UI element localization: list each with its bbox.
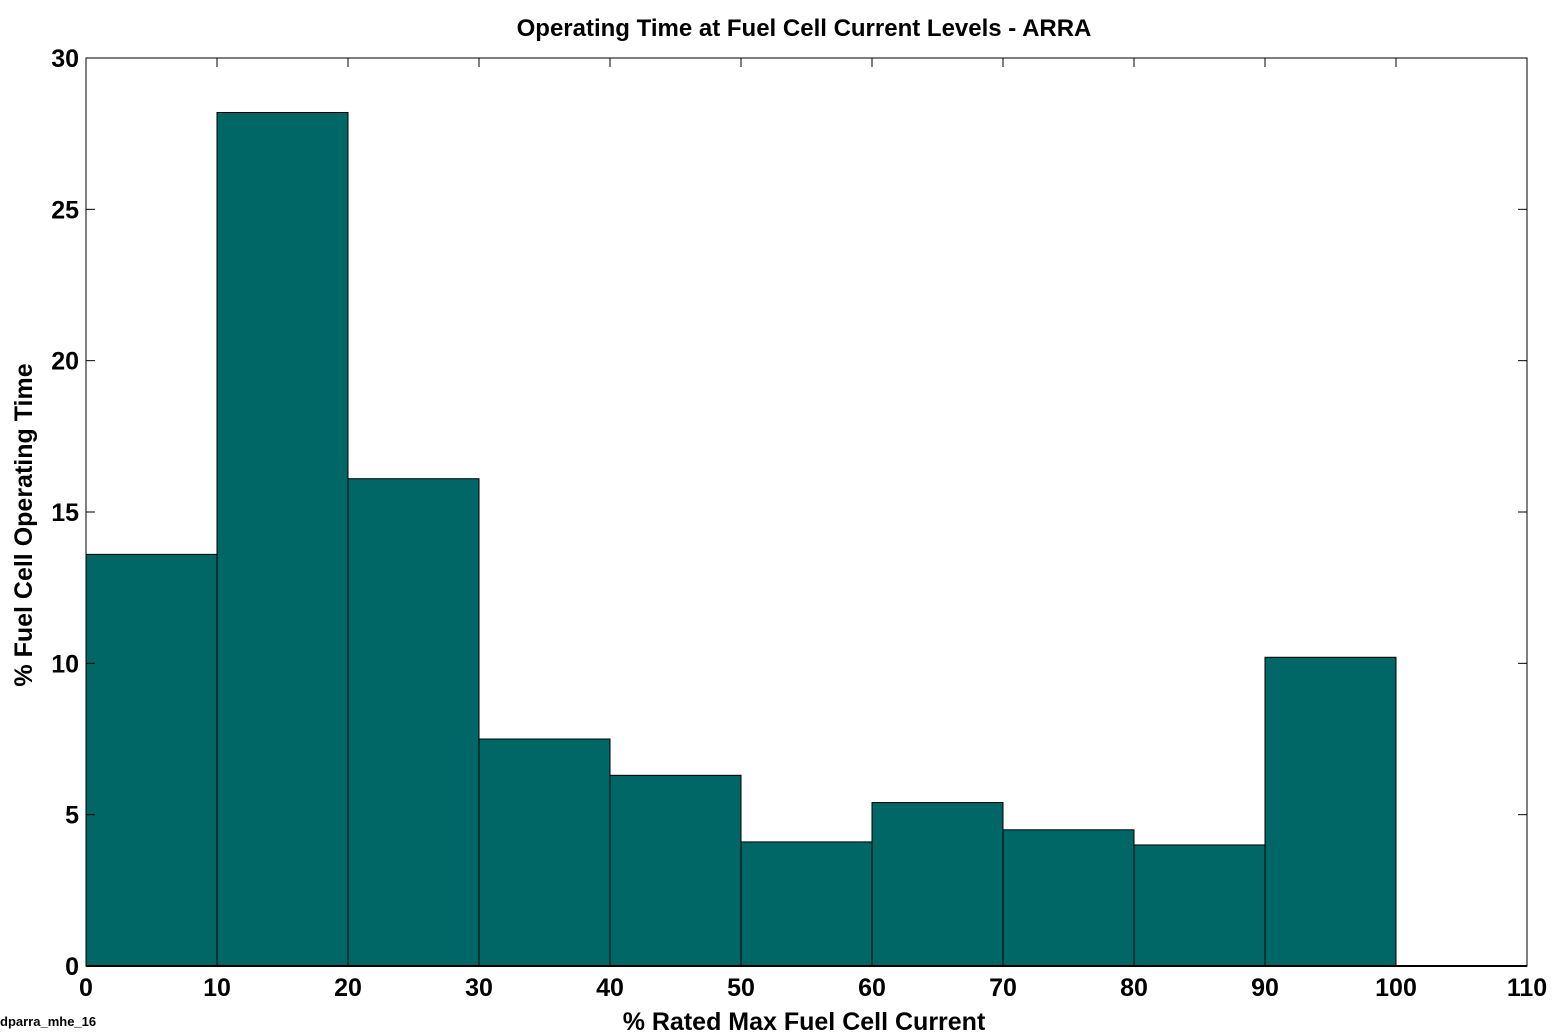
histogram-bar [85, 553, 218, 967]
x-tick-label: 70 [989, 974, 1017, 1002]
x-tick-label: 90 [1251, 974, 1279, 1002]
histogram-bar [871, 802, 1004, 967]
footer-id-text: dparra_mhe_16 [0, 1014, 96, 1029]
y-tick-label: 5 [65, 802, 79, 830]
x-tick-label: 60 [858, 974, 886, 1002]
bars-group [85, 111, 1527, 967]
y-tick-label: 15 [51, 499, 79, 527]
y-axis-label: % Fuel Cell Operating Time [10, 363, 38, 686]
x-tick-label: 50 [727, 974, 755, 1002]
histogram-bar [478, 738, 611, 967]
histogram-bar [216, 111, 349, 967]
histogram-bar [1133, 844, 1266, 967]
y-tick-label: 25 [51, 196, 79, 224]
x-tick-label: 30 [465, 974, 493, 1002]
histogram-bar [347, 478, 480, 967]
y-tick-label: 10 [51, 650, 79, 678]
y-tick-label: 30 [51, 45, 79, 73]
x-tick-label: 110 [1507, 974, 1547, 1002]
chart-title: Operating Time at Fuel Cell Current Leve… [517, 15, 1092, 42]
histogram-bar [740, 841, 873, 967]
histogram-bar [609, 774, 742, 967]
x-tick-label: 20 [334, 974, 362, 1002]
x-tick-label: 40 [596, 974, 624, 1002]
histogram-bar [1002, 829, 1135, 967]
histogram-bar [1264, 656, 1397, 967]
x-tick-label: 10 [203, 974, 231, 1002]
x-axis-label: % Rated Max Fuel Cell Current [623, 1008, 986, 1035]
y-tick-label: 0 [65, 953, 79, 981]
tick-labels-group: 0 10 20 30 40 50 60 70 80 90 100 110 0 5 10 15 20 25 30 [51, 45, 1547, 1002]
x-tick-label: 0 [79, 974, 93, 1002]
x-tick-label: 80 [1120, 974, 1148, 1002]
x-tick-label: 100 [1375, 974, 1417, 1002]
ticks-group [85, 57, 1528, 967]
y-tick-label: 20 [51, 348, 79, 376]
